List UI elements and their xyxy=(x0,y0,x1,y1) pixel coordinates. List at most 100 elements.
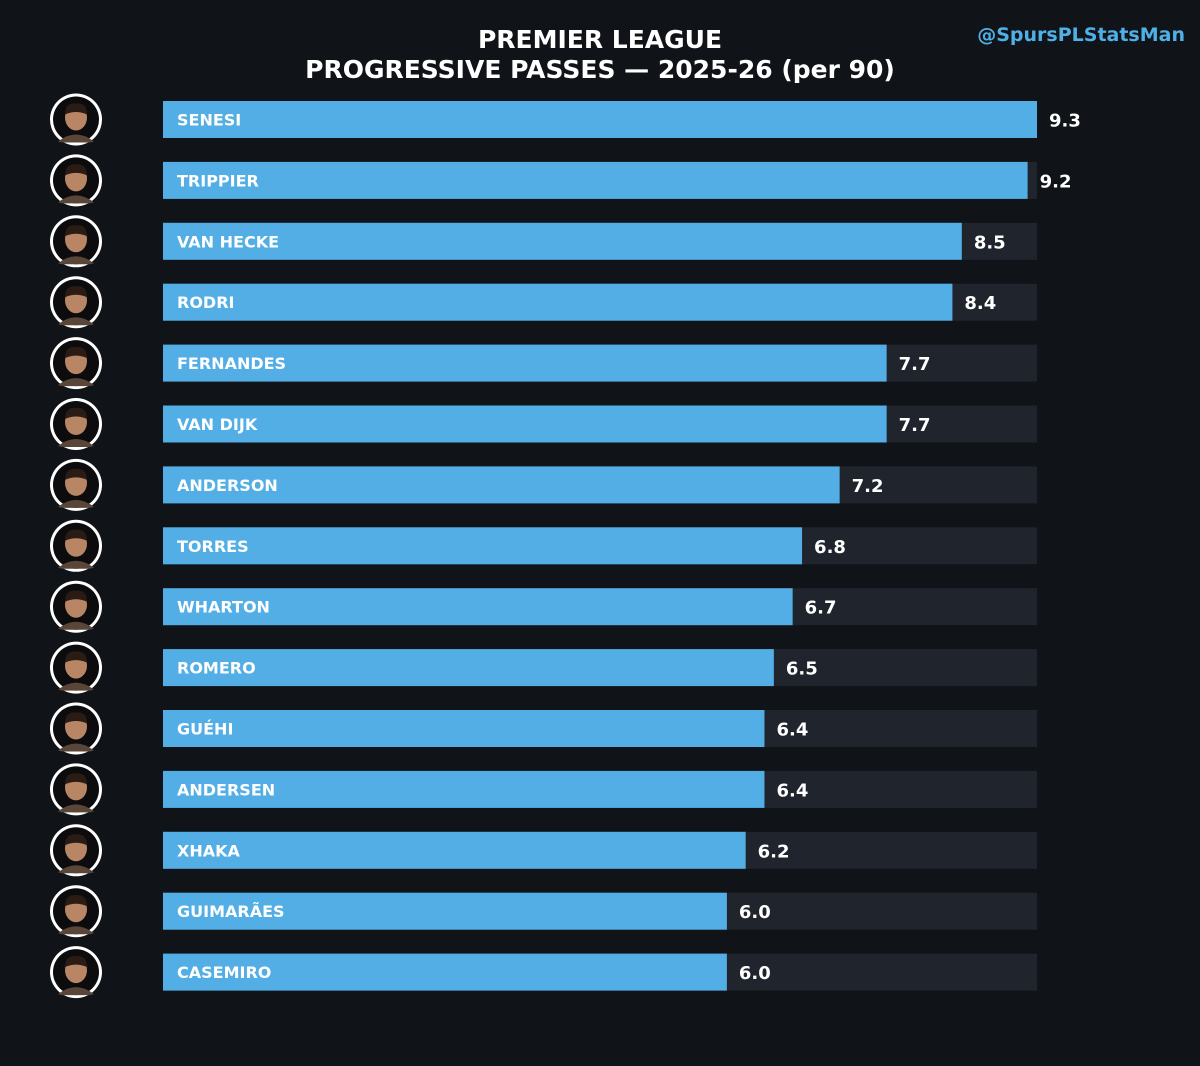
player-headshot-icon xyxy=(50,93,102,146)
bar-value-label: 7.7 xyxy=(899,354,931,375)
bar-category-label: SENESI xyxy=(177,111,241,130)
avatar-hair xyxy=(65,347,87,359)
player-headshot-icon xyxy=(50,154,102,207)
bar-row: TRIPPIER 9.2 xyxy=(50,154,1072,207)
avatar-hair xyxy=(65,895,87,907)
bar-category-label: ROMERO xyxy=(177,659,256,678)
bar-category-label: XHAKA xyxy=(177,841,241,860)
avatar-shoulders xyxy=(58,865,94,874)
avatar-shoulders xyxy=(58,499,94,508)
bar-category-label: TORRES xyxy=(177,537,249,556)
avatar-hair xyxy=(65,956,87,968)
bar-value-label: 6.5 xyxy=(786,659,818,680)
bar xyxy=(163,161,1028,199)
bar-value-label: 8.5 xyxy=(974,232,1006,253)
bar-row: VAN DIJK 7.7 xyxy=(50,398,1037,450)
avatar-hair xyxy=(65,529,87,541)
bar-value-label: 6.4 xyxy=(776,780,808,801)
chart-title-line1: PREMIER LEAGUE xyxy=(477,25,723,54)
avatar-shoulders xyxy=(58,378,94,387)
avatar-shoulders xyxy=(58,804,94,813)
avatar-shoulders xyxy=(58,926,94,935)
player-headshot-icon xyxy=(50,885,102,938)
bar-row: XHAKA 6.2 xyxy=(50,824,1037,877)
avatar-shoulders xyxy=(58,743,94,752)
player-headshot-icon xyxy=(50,763,102,816)
bar xyxy=(163,283,953,321)
avatar-shoulders xyxy=(58,195,94,204)
bar-value-label: 7.2 xyxy=(852,476,884,497)
bar-value-label: 6.7 xyxy=(805,598,837,619)
bar-category-label: ANDERSEN xyxy=(177,780,275,799)
bar-category-label: TRIPPIER xyxy=(177,171,259,190)
bar-value-label: 6.2 xyxy=(758,841,790,862)
player-headshot-icon xyxy=(50,641,102,694)
player-headshot-icon xyxy=(50,276,102,329)
bar-category-label: WHARTON xyxy=(177,598,270,617)
avatar-shoulders xyxy=(58,621,94,630)
bar-category-label: GUIMARÃES xyxy=(177,902,285,921)
bar xyxy=(163,101,1037,138)
bar-value-label: 6.4 xyxy=(776,720,808,741)
avatar-shoulders xyxy=(58,987,94,996)
bar xyxy=(163,588,793,626)
bar xyxy=(163,527,803,565)
bar-value-label: 9.2 xyxy=(1040,171,1072,192)
bar xyxy=(163,222,962,260)
bar-category-label: GUÉHI xyxy=(177,720,233,739)
avatar-hair xyxy=(65,407,87,419)
player-headshot-icon xyxy=(50,458,102,511)
avatar-hair xyxy=(65,164,87,176)
avatar-hair xyxy=(65,834,87,846)
bar-category-label: RODRI xyxy=(177,293,234,312)
bar-category-label: CASEMIRO xyxy=(177,963,271,982)
bar-row: RODRI 8.4 xyxy=(50,276,1037,329)
bar-category-label: VAN HECKE xyxy=(177,232,279,251)
player-headshot-icon xyxy=(50,519,102,572)
player-headshot-icon xyxy=(50,702,102,755)
player-headshot-icon xyxy=(50,580,102,633)
bar xyxy=(163,466,840,504)
bar xyxy=(163,892,727,930)
player-headshot-icon xyxy=(50,824,102,877)
bar xyxy=(163,344,887,382)
bar-value-label: 6.8 xyxy=(814,537,846,558)
player-headshot-icon xyxy=(50,398,102,450)
avatar-hair xyxy=(65,286,87,298)
avatar-shoulders xyxy=(58,317,94,326)
bar-category-label: ANDERSON xyxy=(177,476,278,495)
avatar-hair xyxy=(65,651,87,663)
bar xyxy=(163,770,765,808)
avatar-hair xyxy=(65,468,87,480)
bar-row: TORRES 6.8 xyxy=(50,519,1037,572)
bar-row: GUÉHI 6.4 xyxy=(50,702,1037,755)
bar-row: GUIMARÃES 6.0 xyxy=(50,885,1037,938)
avatar-hair xyxy=(65,103,87,115)
avatar-shoulders xyxy=(58,439,94,447)
avatar-hair xyxy=(65,590,87,602)
bar-row: VAN HECKE 8.5 xyxy=(50,215,1037,268)
bar-row: WHARTON 6.7 xyxy=(50,580,1037,633)
bar-row: ANDERSON 7.2 xyxy=(50,458,1037,511)
player-headshot-icon xyxy=(50,337,102,390)
bar-row: ANDERSEN 6.4 xyxy=(50,763,1037,816)
bar-row: ROMERO 6.5 xyxy=(50,641,1037,694)
avatar-hair xyxy=(65,225,87,237)
player-headshot-icon xyxy=(50,215,102,268)
avatar-hair xyxy=(65,712,87,724)
avatar-hair xyxy=(65,773,87,785)
bar-row: SENESI 9.3 xyxy=(50,93,1081,146)
bar xyxy=(163,710,765,747)
chart-title-line2: PROGRESSIVE PASSES — 2025-26 (per 90) xyxy=(305,55,895,84)
author-handle: @SpursPLStatsMan xyxy=(977,24,1185,46)
bar xyxy=(163,405,887,443)
bar-category-label: FERNANDES xyxy=(177,354,286,373)
avatar-shoulders xyxy=(58,560,94,569)
bar-row: CASEMIRO 6.0 xyxy=(50,946,1037,999)
bar-value-label: 9.3 xyxy=(1049,111,1081,132)
avatar-shoulders xyxy=(58,682,94,691)
bar-value-label: 6.0 xyxy=(739,902,771,923)
bar-value-label: 8.4 xyxy=(964,293,996,314)
bar xyxy=(163,953,727,991)
bar xyxy=(163,649,774,687)
